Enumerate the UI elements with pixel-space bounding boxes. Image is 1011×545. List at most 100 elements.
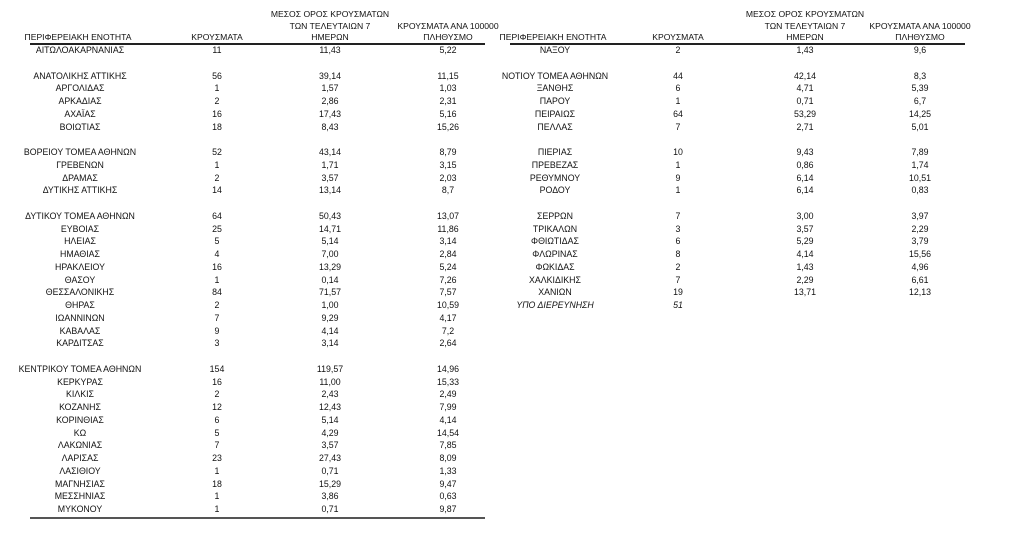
region-cell: ΛΑΣΙΘΙΟΥ — [59, 465, 101, 476]
region-cell: ΗΡΑΚΛΕΙΟΥ — [55, 261, 105, 272]
header-avg7-line3: ΗΜΕΡΩΝ — [786, 32, 824, 42]
per100k-cell: 9,6 — [913, 45, 927, 55]
per100k-cell: 2,29 — [911, 223, 929, 234]
per100k-cell: 5,01 — [911, 121, 929, 132]
per100k-cell: 3,79 — [911, 236, 929, 247]
avg7-cell: 50,43 — [318, 210, 342, 221]
cases-cell: 154 — [209, 363, 225, 374]
cases-cell: 7 — [214, 312, 220, 323]
avg7-cell: 8,43 — [321, 121, 339, 132]
cases-cell: 7 — [675, 210, 681, 221]
cases-cell: 18 — [212, 121, 222, 132]
region-cell: ΜΥΚΟΝΟΥ — [57, 504, 103, 514]
per100k-cell: 8,09 — [439, 453, 457, 463]
cases-cell: 6 — [675, 83, 681, 94]
cases-cell: 1 — [675, 159, 681, 170]
cases-cell: 16 — [212, 261, 222, 272]
avg7-cell: 4,14 — [796, 249, 814, 259]
cases-cell: 1 — [214, 274, 220, 285]
avg7-cell: 13,29 — [318, 261, 342, 272]
cases-cell: 9 — [675, 172, 681, 183]
cases-cell: 56 — [212, 70, 222, 81]
cases-cell: 6 — [675, 236, 681, 247]
region-cell: ΠΡΕΒΕΖΑΣ — [531, 159, 579, 170]
cases-cell: 9 — [214, 325, 220, 336]
cases-cell: 14 — [212, 185, 222, 196]
region-cell: ΛΑΚΩΝΙΑΣ — [57, 440, 103, 451]
header-avg7-line2: ΤΩΝ ΤΕΛΕΥΤΑΙΩΝ 7 — [289, 20, 371, 31]
avg7-cell: 0,71 — [321, 465, 339, 476]
region-cell: ΑΡΚΑΔΙΑΣ — [58, 96, 102, 106]
cases-cell: 16 — [212, 376, 222, 387]
cases-cell: 12 — [212, 402, 222, 412]
cases-cell: 2 — [675, 261, 681, 272]
avg7-cell: 2,71 — [796, 121, 814, 132]
avg7-cell: 15,29 — [318, 478, 342, 489]
per100k-cell: 2,31 — [439, 96, 457, 106]
per100k-cell: 7,99 — [439, 402, 457, 412]
region-cell: ΑΧΑΪΑΣ — [64, 108, 96, 119]
header-rule — [510, 43, 965, 45]
cases-cell: 11 — [212, 45, 222, 55]
region-cell: ΧΑΛΚΙΔΙΚΗΣ — [529, 274, 581, 285]
region-cell: ΝΟΤΙΟΥ ΤΟΜΕΑ ΑΘΗΝΩΝ — [501, 70, 609, 81]
header-region: ΠΕΡΙΦΕΡΕΙΑΚΗ ΕΝΟΤΗΤΑ — [499, 32, 607, 42]
header-per100k-line2: ΠΛΗΘΥΣΜΟ — [423, 32, 473, 42]
region-cell: ΙΩΑΝΝΙΝΩΝ — [55, 312, 105, 323]
avg7-cell: 2,86 — [321, 96, 339, 106]
region-cell: ΚΟΖΑΝΗΣ — [59, 402, 101, 412]
region-cell: ΒΟΙΩΤΙΑΣ — [59, 121, 101, 132]
avg7-cell: 1,71 — [321, 159, 339, 170]
cases-cell: 25 — [212, 223, 222, 234]
cases-cell: 1 — [675, 96, 681, 106]
cases-cell: 64 — [673, 108, 683, 119]
avg7-cell: 2,29 — [796, 274, 814, 285]
per100k-cell: 7,26 — [439, 274, 457, 285]
avg7-cell: 27,43 — [318, 453, 342, 463]
cases-cell: 7 — [675, 121, 681, 132]
avg7-cell: 2,43 — [321, 389, 339, 400]
per100k-cell: 5,16 — [439, 108, 457, 119]
cases-cell: 2 — [675, 45, 681, 55]
region-cell: ΠΕΙΡΑΙΩΣ — [534, 108, 576, 119]
header-rule — [30, 43, 485, 45]
header-region: ΠΕΡΙΦΕΡΕΙΑΚΗ ΕΝΟΤΗΤΑ — [24, 32, 132, 42]
region-cell: ΤΡΙΚΑΛΩΝ — [532, 223, 578, 234]
per100k-cell: 1,74 — [911, 159, 929, 170]
per100k-cell: 7,89 — [911, 147, 929, 157]
avg7-cell: 3,57 — [321, 440, 339, 451]
per100k-cell: 10,51 — [908, 172, 932, 183]
per100k-cell: 8,3 — [913, 70, 927, 81]
per100k-cell: 11,86 — [437, 223, 459, 234]
region-cell: ΥΠΟ ΔΙΕΡΕΥΝΗΣΗ — [516, 300, 594, 310]
avg7-cell: 3,57 — [796, 223, 814, 234]
avg7-cell: 71,57 — [318, 287, 342, 298]
per100k-cell: 2,64 — [439, 338, 457, 349]
per100k-cell: 3,97 — [911, 210, 929, 221]
cases-cell: 23 — [212, 453, 222, 463]
cases-cell: 1 — [214, 159, 220, 170]
avg7-cell: 1,43 — [796, 261, 814, 272]
per100k-cell: 13,07 — [436, 210, 460, 221]
per100k-cell: 7,85 — [439, 440, 457, 451]
region-cell: ΡΟΔΟΥ — [539, 185, 571, 196]
per100k-cell: 6,61 — [911, 274, 929, 285]
avg7-cell: 14,71 — [318, 223, 342, 234]
region-cell: ΣΕΡΡΩΝ — [537, 210, 573, 221]
per100k-cell: 11,15 — [437, 70, 459, 81]
region-cell: ΑΡΓΟΛΙΔΑΣ — [55, 83, 105, 94]
region-cell: ΓΡΕΒΕΝΩΝ — [56, 159, 104, 170]
cases-cell: 44 — [673, 70, 683, 81]
avg7-cell: 5,29 — [796, 236, 814, 247]
cases-cell: 2 — [214, 96, 220, 106]
per100k-cell: 2,49 — [439, 389, 457, 400]
cases-cell: 4 — [214, 249, 220, 259]
avg7-cell: 6,14 — [796, 185, 814, 196]
cases-cell: 1 — [214, 465, 220, 476]
avg7-cell: 13,14 — [318, 185, 342, 196]
region-cell: ΚΟΡΙΝΘΙΑΣ — [56, 414, 104, 425]
cases-cell: 2 — [214, 172, 220, 183]
avg7-cell: 42,14 — [793, 70, 817, 81]
region-cell: ΠΕΛΛΑΣ — [537, 121, 573, 132]
avg7-cell: 6,14 — [796, 172, 814, 183]
